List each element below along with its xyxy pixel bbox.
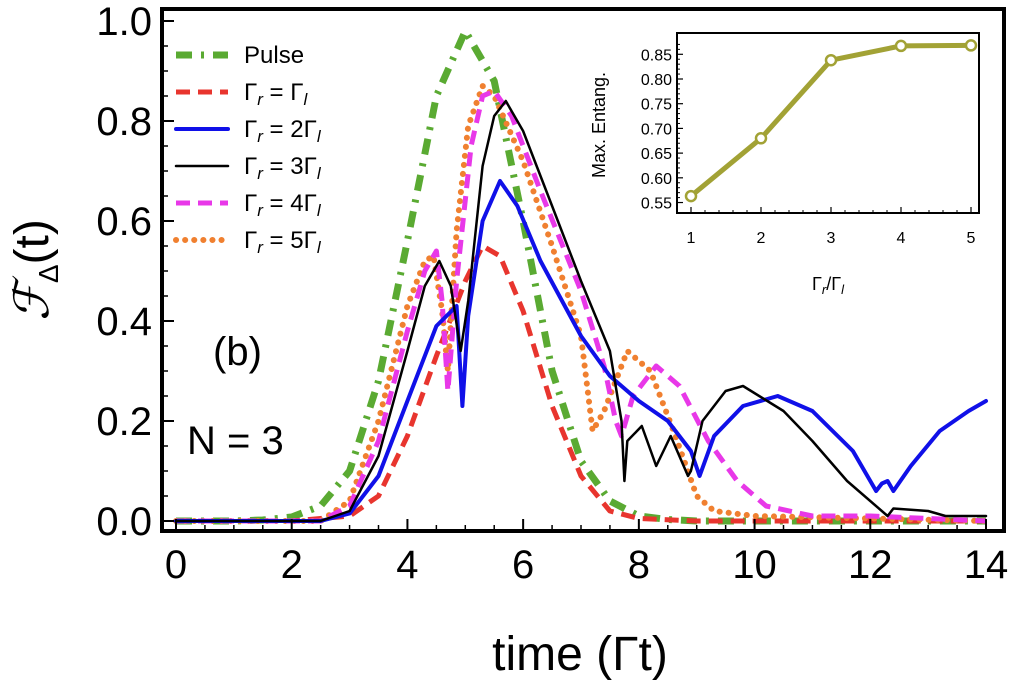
inset-x-label-den-sub: l xyxy=(841,282,845,297)
inset-point xyxy=(964,39,978,52)
inset-x-label-num-symbol: Γ xyxy=(812,274,822,294)
inset-y-tick-label: 0.75 xyxy=(641,97,672,114)
inset-x-ticks: 1 2 3 4 5 xyxy=(687,207,976,247)
x-axis-title: time (Γt) xyxy=(492,628,668,681)
x-tick-label: 8 xyxy=(628,543,650,587)
inset-point xyxy=(754,132,768,145)
inset-x-tick-label: 1 xyxy=(687,230,696,247)
inset-x-label-num-sub: r xyxy=(822,282,827,297)
inset-y-ticks: 0.55 0.60 0.65 0.70 0.75 0.80 0.85 xyxy=(641,43,683,213)
x-tick-label: 2 xyxy=(281,543,303,587)
y-axis-subscript: Δ xyxy=(33,264,64,283)
y-axis-title: ℱΔ(t) xyxy=(4,219,64,321)
y-axis-argument: (t) xyxy=(6,219,59,264)
svg-text:ℱΔ(t): ℱΔ(t) xyxy=(4,219,64,321)
x-tick-label: 0 xyxy=(165,543,187,587)
inset-point xyxy=(684,189,698,203)
main-x-ticks: 0 2 4 6 8 10 12 14 xyxy=(165,519,1008,587)
main-chart: 0 2 4 6 8 10 12 14 0.00.20.40.60.81.0 time (Γt)… xyxy=(4,0,1008,681)
series-line-r4 xyxy=(176,88,987,524)
y-tick-label: 1.0 xyxy=(96,0,152,44)
main-y-ticks: 0.0 0.2 0.4 0.6 0.8 1.0 xyxy=(96,0,174,544)
inset-x-axis-title: Γr/Γl xyxy=(812,274,845,297)
inset-point xyxy=(824,53,838,67)
inset-x-tick-label: 3 xyxy=(827,230,836,247)
y-tick-label: 0.4 xyxy=(96,300,152,344)
main-series-group xyxy=(173,27,989,525)
main-plot-frame xyxy=(160,7,1006,533)
inset-x-tick-label: 5 xyxy=(967,230,976,247)
legend-label-r3: Γr = 3Γl xyxy=(244,153,322,183)
y-tick-label: 0.2 xyxy=(96,400,152,444)
inset-y-tick-label: 0.80 xyxy=(641,72,672,89)
series-line-pulse xyxy=(176,27,986,525)
x-tick-label: 6 xyxy=(512,543,534,587)
inset-y-tick-label: 0.55 xyxy=(641,196,672,213)
inset-point xyxy=(894,39,908,53)
inset-chart: 1 2 3 4 5 0.55 0.60 0.65 0.70 0.75 0.80 0.85 Γr/Γl… xyxy=(589,32,980,297)
series-line-r3 xyxy=(174,99,988,523)
inset-y-tick-label: 0.70 xyxy=(641,121,672,138)
x-tick-label: 14 xyxy=(964,543,1009,587)
x-tick-label: 10 xyxy=(732,543,777,587)
n-annotation: N = 3 xyxy=(187,419,284,463)
legend-label-r4: Γr = 4Γl xyxy=(244,190,322,220)
inset-x-tick-label: 2 xyxy=(757,230,766,247)
inset-y-axis-title: Max. Entang. xyxy=(589,72,609,178)
inset-x-tick-label: 4 xyxy=(897,230,906,247)
y-tick-label: 0.8 xyxy=(96,100,152,144)
inset-series-group xyxy=(684,39,978,203)
inset-y-tick-label: 0.85 xyxy=(641,47,672,64)
inset-y-tick-label: 0.60 xyxy=(641,171,672,188)
legend-label-r2: Γr = 2Γl xyxy=(244,116,322,146)
y-tick-label: 0.0 xyxy=(96,500,152,544)
legend-label-r1: Γr = Γl xyxy=(244,79,308,109)
legend-label-r5: Γr = 5Γl xyxy=(244,227,322,257)
x-tick-label: 12 xyxy=(848,543,893,587)
y-tick-label: 0.6 xyxy=(96,200,152,244)
inset-x-label-slash: /Γ xyxy=(826,274,841,294)
legend-label-pulse: Pulse xyxy=(244,42,304,69)
legend: Pulse Γr = Γl Γr = 2Γl Γr = 3Γl Γr = 4Γl Γr =… xyxy=(173,42,322,257)
series-line-r1 xyxy=(176,243,986,524)
panel-label: (b) xyxy=(213,330,262,374)
x-tick-label: 4 xyxy=(396,543,418,587)
series-line-r2 xyxy=(174,179,988,523)
inset-y-tick-label: 0.65 xyxy=(641,146,672,163)
